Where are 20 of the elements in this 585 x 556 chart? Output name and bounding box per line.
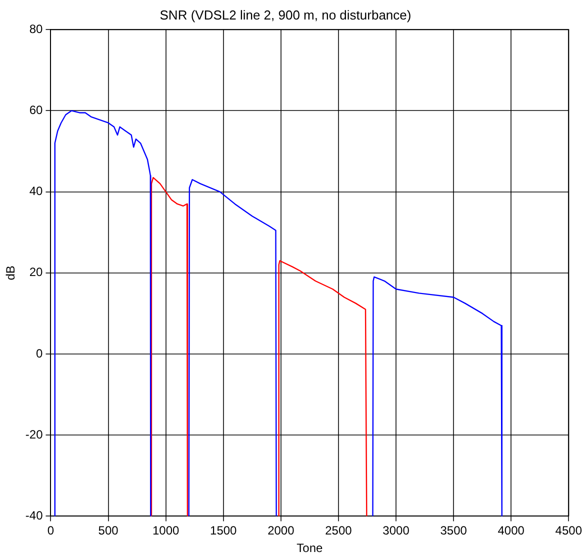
x-axis-title: Tone <box>296 541 324 556</box>
chart-title: SNR (VDSL2 line 2, 900 m, no disturbance) <box>160 7 412 22</box>
x-tick-label: 1000 <box>152 524 180 538</box>
x-tick-label: 2500 <box>325 524 352 538</box>
x-tick-label: 1500 <box>210 524 238 538</box>
y-tick-label: 60 <box>29 103 44 118</box>
x-tick-label: 2000 <box>268 524 295 538</box>
y-tick-label: 40 <box>29 184 44 198</box>
x-tick-label: 4500 <box>555 524 582 538</box>
y-tick-label: -20 <box>25 427 44 442</box>
x-tick-label: 500 <box>98 524 119 538</box>
y-tick-label: 80 <box>29 22 44 36</box>
y-axis-title: dB <box>4 266 18 280</box>
y-tick-label: 20 <box>29 265 44 280</box>
x-tick-label: 3500 <box>440 524 468 538</box>
x-tick-label: 4000 <box>498 524 525 538</box>
y-tick-label: 0 <box>36 346 44 360</box>
x-tick-label: 3000 <box>382 524 410 538</box>
y-tick-label: -40 <box>25 508 44 523</box>
x-tick-label: 0 <box>47 524 54 538</box>
